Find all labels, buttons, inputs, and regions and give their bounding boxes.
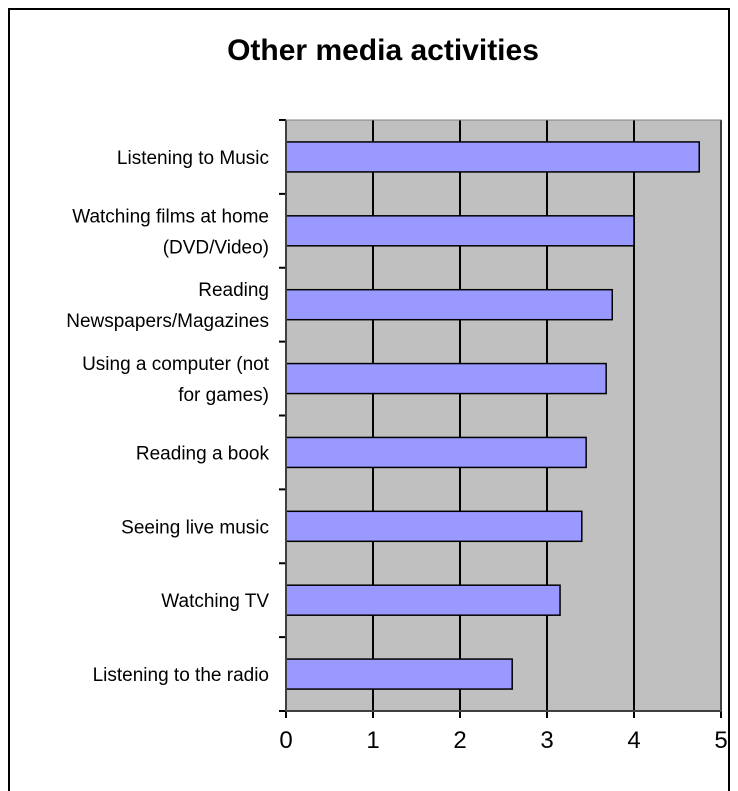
chart-title: Other media activities xyxy=(227,34,539,67)
x-tick-label: 3 xyxy=(540,727,553,754)
category-label: Listening to Music xyxy=(117,148,269,169)
x-tick-label: 0 xyxy=(279,727,292,754)
category-label: Reading a book xyxy=(136,443,270,464)
bars xyxy=(285,141,700,690)
category-label: (DVD/Video) xyxy=(163,237,269,258)
category-label: Newspapers/Magazines xyxy=(66,311,269,332)
x-tick-label: 2 xyxy=(453,727,466,754)
category-labels: Listening to Music Watching films at home… xyxy=(66,148,269,686)
category-label: Listening to the radio xyxy=(93,665,269,686)
axes xyxy=(279,119,722,712)
category-label: Seeing live music xyxy=(121,517,269,538)
bar xyxy=(285,510,583,543)
x-tick-label: 1 xyxy=(366,727,379,754)
category-label: Using a computer (not xyxy=(82,354,270,375)
bar xyxy=(285,362,607,395)
plot-border xyxy=(285,119,722,712)
bar xyxy=(285,436,587,469)
x-tick-label: 4 xyxy=(627,727,640,754)
bar xyxy=(285,658,513,690)
tick-labels: 0 1 2 3 4 5 xyxy=(279,727,727,754)
bar xyxy=(285,288,613,321)
category-label: Reading xyxy=(198,280,269,301)
category-label: Watching films at home xyxy=(72,206,269,227)
bar xyxy=(285,215,635,247)
x-tick-label: 5 xyxy=(714,727,727,754)
bar xyxy=(285,584,561,616)
category-label: for games) xyxy=(178,385,269,406)
plot-area xyxy=(286,120,721,711)
category-label: Watching TV xyxy=(161,591,269,612)
bar xyxy=(285,141,700,173)
